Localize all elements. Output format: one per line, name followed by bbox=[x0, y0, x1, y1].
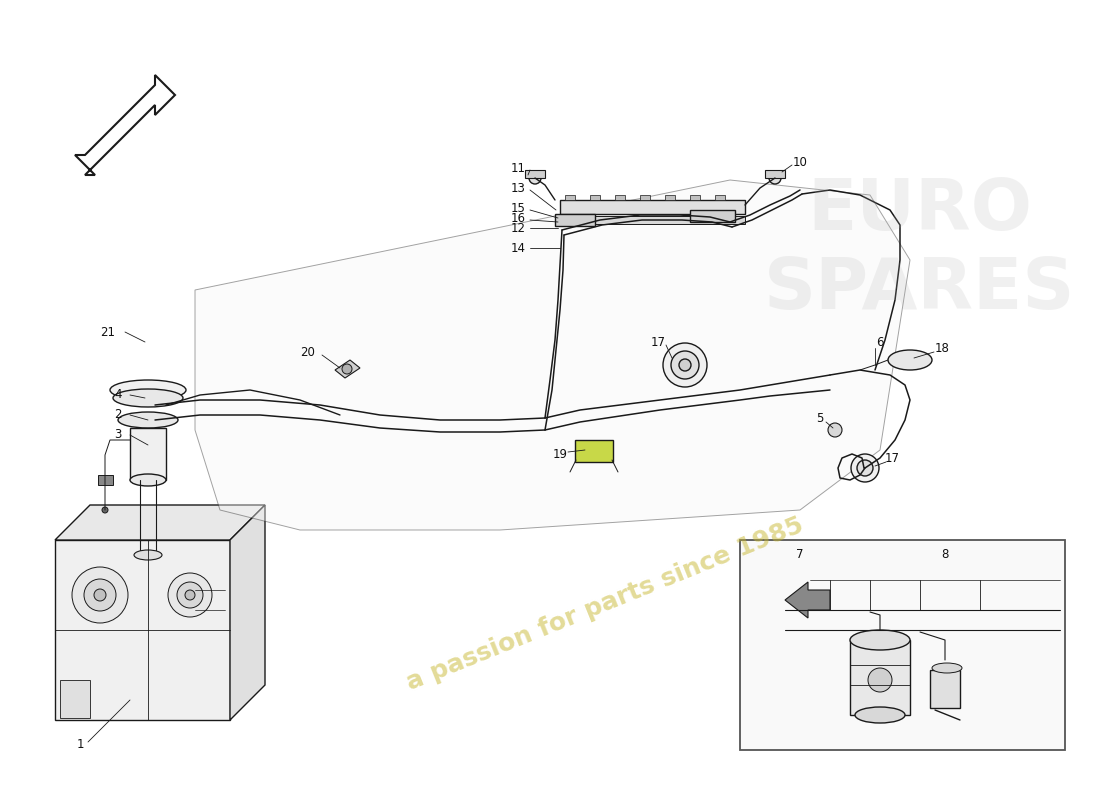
Polygon shape bbox=[525, 170, 544, 178]
Circle shape bbox=[857, 460, 873, 476]
Bar bbox=[615, 195, 625, 200]
Circle shape bbox=[828, 423, 842, 437]
Polygon shape bbox=[764, 170, 785, 178]
Text: 4: 4 bbox=[114, 389, 122, 402]
Bar bbox=[666, 195, 675, 200]
Text: 8: 8 bbox=[942, 549, 948, 562]
Circle shape bbox=[168, 573, 212, 617]
Circle shape bbox=[868, 668, 892, 692]
Bar bbox=[740, 540, 1065, 750]
Text: 21: 21 bbox=[100, 326, 116, 338]
Polygon shape bbox=[130, 428, 166, 480]
Circle shape bbox=[177, 582, 204, 608]
Bar bbox=[560, 200, 745, 214]
Circle shape bbox=[671, 351, 698, 379]
Bar bbox=[690, 210, 735, 222]
Ellipse shape bbox=[118, 412, 178, 428]
Bar bbox=[560, 216, 745, 224]
Text: 5: 5 bbox=[816, 411, 824, 425]
Ellipse shape bbox=[888, 350, 932, 370]
Text: 18: 18 bbox=[935, 342, 949, 354]
Circle shape bbox=[72, 567, 128, 623]
Text: 1: 1 bbox=[76, 738, 84, 751]
Circle shape bbox=[663, 343, 707, 387]
Circle shape bbox=[769, 172, 781, 184]
Polygon shape bbox=[230, 505, 265, 720]
Text: 14: 14 bbox=[510, 242, 526, 254]
Text: 2: 2 bbox=[114, 409, 122, 422]
Circle shape bbox=[529, 172, 541, 184]
Ellipse shape bbox=[110, 380, 186, 400]
Text: a passion for parts since 1985: a passion for parts since 1985 bbox=[403, 513, 807, 695]
Polygon shape bbox=[55, 505, 265, 540]
Ellipse shape bbox=[855, 707, 905, 723]
Text: 17: 17 bbox=[884, 451, 900, 465]
Bar bbox=[590, 195, 600, 200]
Ellipse shape bbox=[113, 389, 183, 407]
Circle shape bbox=[94, 589, 106, 601]
Text: 7: 7 bbox=[796, 549, 804, 562]
Text: 13: 13 bbox=[510, 182, 526, 194]
Ellipse shape bbox=[134, 550, 162, 560]
Text: 12: 12 bbox=[510, 222, 526, 234]
Polygon shape bbox=[336, 360, 360, 378]
Bar bbox=[565, 195, 575, 200]
Bar bbox=[556, 214, 595, 226]
Text: 19: 19 bbox=[552, 449, 568, 462]
Text: 17: 17 bbox=[650, 335, 666, 349]
Circle shape bbox=[851, 454, 879, 482]
Text: 20: 20 bbox=[300, 346, 316, 358]
Bar bbox=[850, 640, 910, 715]
Polygon shape bbox=[75, 75, 175, 175]
Polygon shape bbox=[195, 180, 910, 530]
Circle shape bbox=[679, 359, 691, 371]
Text: 15: 15 bbox=[510, 202, 526, 214]
Polygon shape bbox=[55, 540, 230, 720]
Circle shape bbox=[102, 507, 108, 513]
Text: EURO
SPARES: EURO SPARES bbox=[764, 176, 1076, 325]
Polygon shape bbox=[60, 680, 90, 718]
Bar bbox=[930, 670, 960, 708]
Bar bbox=[690, 195, 700, 200]
Bar bbox=[640, 195, 650, 200]
Text: 11: 11 bbox=[510, 162, 526, 174]
Ellipse shape bbox=[932, 663, 962, 673]
Text: 10: 10 bbox=[793, 155, 807, 169]
Circle shape bbox=[342, 364, 352, 374]
Bar bbox=[575, 440, 613, 462]
Bar bbox=[715, 195, 725, 200]
Ellipse shape bbox=[130, 474, 166, 486]
Text: 6: 6 bbox=[877, 335, 883, 349]
Text: 16: 16 bbox=[510, 211, 526, 225]
Circle shape bbox=[84, 579, 116, 611]
Polygon shape bbox=[785, 582, 830, 618]
Bar bbox=[98, 475, 113, 485]
Circle shape bbox=[185, 590, 195, 600]
Text: 3: 3 bbox=[114, 429, 122, 442]
Ellipse shape bbox=[850, 630, 910, 650]
